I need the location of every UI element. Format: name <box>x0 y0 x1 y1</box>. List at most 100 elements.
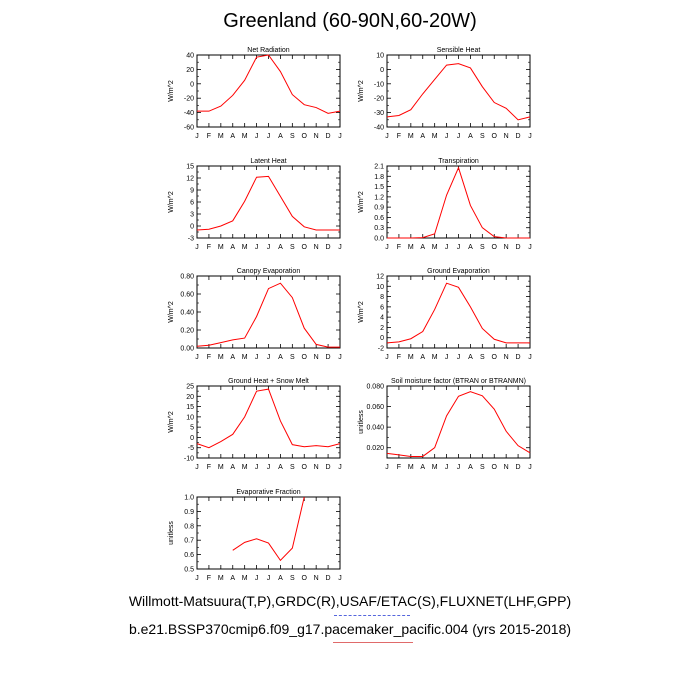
x-tick-label: N <box>314 575 319 582</box>
y-tick-label: -3 <box>188 236 194 243</box>
x-tick-label: M <box>242 575 248 582</box>
x-tick-label: A <box>420 133 425 140</box>
y-tick-label: 0.020 <box>366 445 384 452</box>
y-tick-label: 20 <box>186 394 194 401</box>
plot-frame <box>196 496 341 570</box>
x-tick-label: J <box>445 464 449 471</box>
chart-title: Latent Heat <box>250 158 286 165</box>
y-tick-label: 0.5 <box>184 567 194 574</box>
x-tick-label: A <box>468 244 473 251</box>
x-tick-label: J <box>338 575 342 582</box>
y-tick-label: 20 <box>186 67 194 74</box>
x-tick-label: D <box>326 464 331 471</box>
x-tick-label: J <box>457 244 461 251</box>
y-tick-label: 10 <box>376 284 384 291</box>
series-line <box>197 54 341 114</box>
x-tick-label: J <box>195 464 199 471</box>
x-tick-label: F <box>397 244 401 251</box>
y-tick-label: -30 <box>374 110 384 117</box>
footer-red-underline <box>333 642 413 643</box>
y-tick-label: -20 <box>184 96 194 103</box>
x-tick-label: M <box>408 354 414 361</box>
y-tick-label: -40 <box>374 125 384 132</box>
x-tick-label: J <box>195 575 199 582</box>
x-tick-label: N <box>504 244 509 251</box>
y-tick-label: 0 <box>190 81 194 88</box>
y-axis-label: W/m^2 <box>168 80 175 102</box>
x-tick-label: O <box>302 133 308 140</box>
y-axis-label: W/m^2 <box>168 301 175 323</box>
x-tick-label: O <box>492 244 498 251</box>
x-tick-label: F <box>397 133 401 140</box>
x-tick-label: M <box>408 244 414 251</box>
y-axis-label: W/m^2 <box>168 191 175 213</box>
x-tick-label: J <box>195 244 199 251</box>
series-line <box>196 388 341 449</box>
y-tick-label: 10 <box>186 414 194 421</box>
y-tick-label: 0.60 <box>180 292 194 299</box>
y-axis-label: unitless <box>168 521 175 545</box>
x-tick-label: M <box>218 354 224 361</box>
x-tick-label: N <box>504 354 509 361</box>
x-tick-label: O <box>302 244 308 251</box>
y-tick-label: -40 <box>184 110 194 117</box>
x-tick-label: D <box>326 133 331 140</box>
x-tick-label: F <box>207 133 211 140</box>
x-tick-label: D <box>326 575 331 582</box>
series-line <box>196 175 340 231</box>
x-tick-label: N <box>504 464 509 471</box>
x-tick-label: N <box>314 133 319 140</box>
x-tick-label: A <box>230 464 235 471</box>
y-tick-label: 8 <box>380 294 384 301</box>
y-tick-label: 0.7 <box>184 538 194 545</box>
y-tick-label: 1.8 <box>374 174 384 181</box>
x-tick-label: A <box>230 354 235 361</box>
x-tick-label: D <box>516 244 521 251</box>
x-tick-label: J <box>528 354 532 361</box>
y-tick-label: -5 <box>188 445 194 452</box>
x-tick-label: J <box>338 244 342 251</box>
x-tick-label: J <box>385 464 389 471</box>
y-tick-label: 3 <box>190 212 194 219</box>
x-tick-label: M <box>432 244 438 251</box>
x-tick-label: F <box>207 575 211 582</box>
y-tick-label: 1.5 <box>374 184 384 191</box>
x-tick-label: J <box>385 244 389 251</box>
x-tick-label: J <box>528 133 532 140</box>
y-tick-label: 0.6 <box>374 215 384 222</box>
x-tick-label: N <box>504 133 509 140</box>
x-tick-label: S <box>480 354 485 361</box>
x-tick-label: S <box>290 575 295 582</box>
y-axis-label: W/m^2 <box>358 191 365 213</box>
x-tick-label: J <box>385 133 389 140</box>
x-tick-label: F <box>207 464 211 471</box>
x-tick-label: S <box>290 464 295 471</box>
x-tick-label: J <box>457 133 461 140</box>
x-tick-label: J <box>255 133 259 140</box>
y-tick-label: -20 <box>374 96 384 103</box>
x-tick-label: J <box>267 133 271 140</box>
y-tick-label: 10 <box>376 53 384 60</box>
series-line <box>386 63 531 121</box>
chart-title: Evaporative Fraction <box>236 489 300 496</box>
x-tick-label: M <box>408 133 414 140</box>
x-tick-label: M <box>218 464 224 471</box>
y-tick-label: 0 <box>380 67 384 74</box>
y-tick-label: 6 <box>380 304 384 311</box>
x-tick-label: J <box>267 354 271 361</box>
x-tick-label: S <box>290 244 295 251</box>
x-tick-label: N <box>314 244 319 251</box>
y-axis-label: unitless <box>358 410 365 434</box>
y-axis-label: W/m^2 <box>358 301 365 323</box>
x-tick-label: O <box>302 354 308 361</box>
x-tick-label: F <box>397 354 401 361</box>
x-tick-label: J <box>528 244 532 251</box>
page-title: Greenland (60-90N,60-20W) <box>223 10 477 32</box>
x-tick-label: M <box>432 464 438 471</box>
y-tick-label: 12 <box>376 274 384 281</box>
y-tick-label: 1.0 <box>184 495 194 502</box>
x-tick-label: O <box>302 464 308 471</box>
